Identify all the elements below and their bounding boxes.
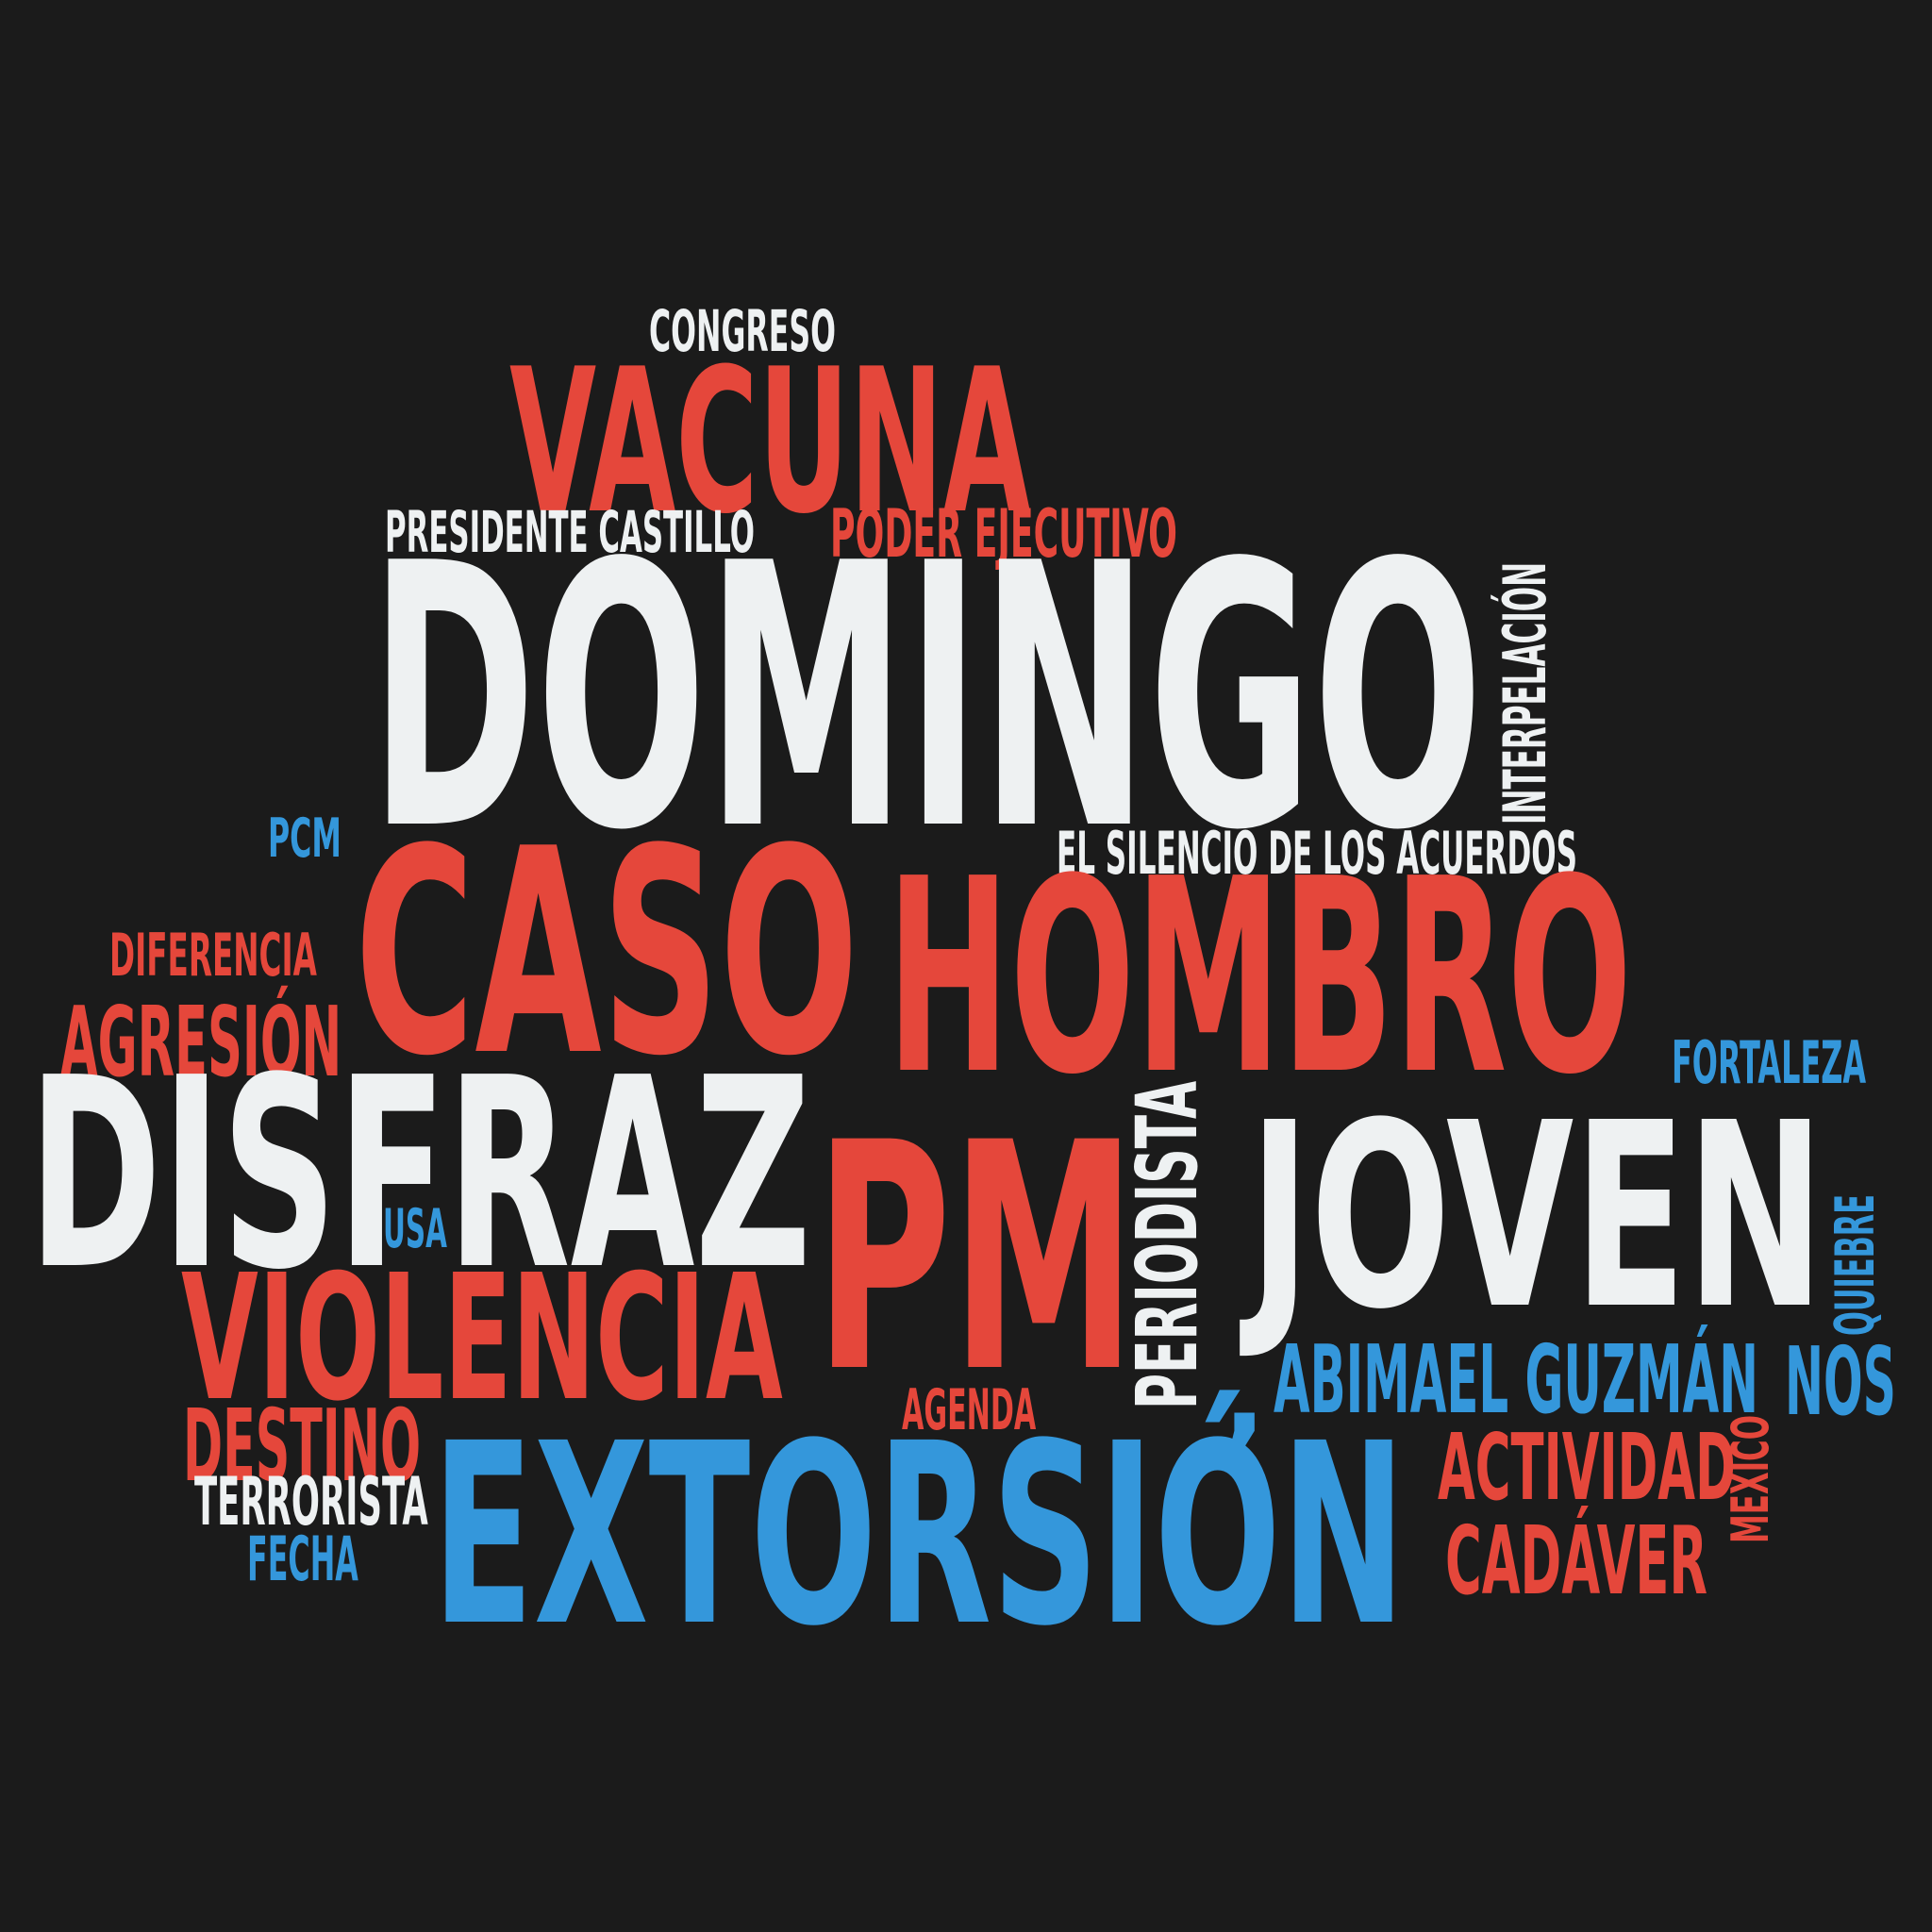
word-extorsion: EXTORSIÓN: [432, 1390, 1407, 1681]
word-fortaleza: FORTALEZA: [1672, 1027, 1867, 1097]
word-pcm: PCM: [268, 807, 341, 870]
word-agresion: AGRESIÓN: [60, 986, 342, 1099]
word-diferencia: DIFERENCIA: [109, 920, 317, 990]
word-interpelacion: INTERPELACIÓN: [1490, 561, 1559, 824]
word-quiebre: QUIEBRE: [1824, 1194, 1887, 1336]
word-hombro: HOMBRO: [887, 822, 1633, 1134]
word-destino: DESTINO: [183, 1388, 422, 1505]
word-usa: USA: [383, 1197, 447, 1260]
word-caso: CASO: [355, 789, 859, 1118]
word-actividad: ACTIVIDAD: [1438, 1414, 1736, 1522]
word-disfraz: DISFRAZ: [28, 1021, 811, 1327]
word-periodista: PERIODISTA: [1119, 1080, 1218, 1409]
word-joven: JOVEN: [1249, 1067, 1825, 1365]
word-pm: PM: [815, 1075, 1137, 1441]
word-agenda: AGENDA: [902, 1378, 1037, 1444]
word-violencia: VIOLENCIA: [181, 1238, 783, 1441]
word-mexico: MEXICO: [1720, 1414, 1780, 1543]
word-comma: ,: [1223, 1323, 1267, 1466]
word-poder-ejecutivo: PODER EJECUTIVO: [830, 494, 1177, 573]
word-vacuna: VACUNA: [509, 325, 1031, 558]
word-nos: NOS: [1785, 1326, 1896, 1437]
word-el-silencio: EL SILENCIO DE LOS ACUERDOS: [1057, 818, 1577, 888]
word-abimael-guzman: ABIMAEL GUZMÁN: [1274, 1324, 1758, 1435]
word-presidente-castillo: PRESIDENTE CASTILLO: [385, 500, 755, 567]
word-domingo: DOMINGO: [370, 486, 1484, 909]
word-fecha: FECHA: [247, 1524, 358, 1595]
word-congreso: CONGRESO: [649, 299, 836, 366]
word-terrorista: TERRORISTA: [194, 1462, 428, 1541]
word-cadaver: CADÁVER: [1445, 1506, 1708, 1616]
